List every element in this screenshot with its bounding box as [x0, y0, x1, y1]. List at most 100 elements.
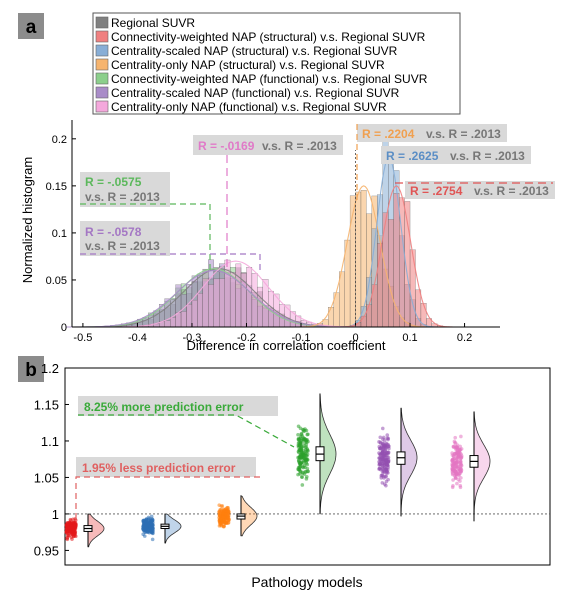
violin-half [473, 411, 491, 522]
x-tick-label: 0.2 [457, 332, 472, 344]
histogram-bar [180, 311, 187, 328]
model-group [296, 393, 337, 515]
y-tick-label: 0.15 [46, 181, 67, 193]
histogram-bar [409, 249, 416, 328]
annotation-bg [78, 396, 278, 416]
legend-swatch [95, 30, 109, 43]
data-point [72, 532, 77, 537]
data-point [384, 479, 389, 484]
annotation-r: R = .2625 [386, 149, 439, 163]
annotation-r: R = .2204 [362, 127, 415, 141]
data-point [151, 520, 155, 525]
y-tick-label: 0.05 [46, 275, 67, 287]
density-curve [298, 185, 428, 328]
data-point [384, 474, 388, 478]
histogram-bar [164, 320, 171, 328]
legend-swatch [95, 86, 109, 99]
annotation-leader [75, 476, 260, 520]
data-point [221, 524, 226, 529]
annotation-vs: v.s. R = .2013 [474, 184, 549, 198]
data-point [459, 434, 463, 439]
data-point [218, 517, 222, 522]
data-point [306, 432, 310, 437]
legend-swatch [95, 72, 109, 85]
histogram-bar [229, 272, 236, 328]
data-point [452, 439, 457, 444]
data-point [458, 485, 463, 490]
legend-entry: Centrality-only NAP (structural) v.s. Re… [111, 58, 385, 72]
data-point [296, 467, 300, 472]
data-point [453, 435, 458, 440]
data-point [384, 483, 388, 488]
histogram-bar [355, 191, 362, 328]
annotation-bg [76, 457, 256, 477]
histogram-bar [388, 219, 394, 328]
raincloud-plot: 0.95 1 1.05 1.1 1.15 1.2 Pathology models [34, 361, 551, 590]
data-point [459, 476, 463, 480]
data-point [451, 444, 456, 449]
annotation-more-error: 8.25% more prediction error [78, 396, 295, 448]
violin-half [400, 407, 418, 517]
legend-swatch [95, 100, 109, 113]
violin-half [87, 513, 105, 548]
panel-b-label-box [18, 356, 44, 382]
data-point [386, 436, 391, 441]
data-point [380, 456, 385, 461]
data-point [378, 435, 383, 440]
data-point [302, 452, 307, 457]
x-tick-label: -0.1 [292, 332, 311, 344]
data-point [455, 481, 459, 486]
y-axis-label: Normalized histogram [20, 157, 35, 283]
data-point [459, 455, 464, 460]
x-tick-label: -0.5 [73, 332, 92, 344]
y-tick-label: 0.2 [52, 134, 67, 146]
legend-entry: Regional SUVR [111, 16, 195, 30]
legend-frame [92, 12, 461, 115]
histogram-plot: -0.5 -0.4 -0.3 -0.2 -0.1 0 0.1 0.2 0 0.05 0.1 0.15… [20, 120, 500, 353]
data-point [381, 447, 386, 452]
data-point [65, 536, 69, 541]
x-axis-label: Difference in correlation coefficient [187, 338, 386, 353]
data-point [298, 444, 302, 448]
data-point [384, 467, 389, 471]
violin-half [240, 495, 258, 537]
legend-entry: Centrality-only NAP (functional) v.s. Re… [111, 100, 387, 114]
data-point [304, 477, 309, 481]
annotation-r: R = -.0575 [85, 175, 142, 189]
data-point [380, 426, 385, 431]
data-point [141, 532, 145, 536]
data-point [219, 504, 224, 508]
data-point [298, 454, 303, 458]
annotation-vs: v.s. R = .2013 [85, 239, 160, 253]
plot-frame [64, 367, 551, 566]
density-curve [104, 260, 364, 328]
data-point [459, 462, 463, 466]
y-tick-label: 1.1 [41, 434, 59, 449]
data-point [384, 462, 388, 467]
y-tick-label: 0.95 [34, 543, 59, 558]
histogram-bar [328, 307, 334, 328]
histogram-bar [208, 284, 214, 328]
annotation-bg [381, 146, 531, 164]
histogram-bar [219, 278, 225, 328]
data-point [298, 448, 303, 452]
panel-b-label: b [25, 360, 37, 381]
annotation-connectivity-functional: R = -.0575 v.s. R = .2013 [80, 172, 211, 270]
data-point [304, 448, 308, 452]
annotation-leader [78, 414, 295, 448]
annotation-text: 8.25% more prediction error [84, 400, 244, 414]
data-point [451, 478, 455, 482]
histogram-bar [246, 267, 253, 328]
data-point [296, 424, 301, 429]
annotation-centrality-only-functional: R = -.0169 v.s. R = .2013 [193, 135, 343, 270]
x-tick-label: -0.3 [182, 332, 201, 344]
legend-entry: Connectivity-weighted NAP (structural) v… [111, 30, 426, 44]
y-tick-label: 1.2 [41, 361, 59, 376]
histogram-bar [213, 278, 220, 328]
annotation-vs: v.s. R = .2013 [85, 190, 160, 204]
data-point [64, 529, 69, 534]
data-point [300, 483, 305, 487]
panel-a-label: a [26, 17, 37, 38]
